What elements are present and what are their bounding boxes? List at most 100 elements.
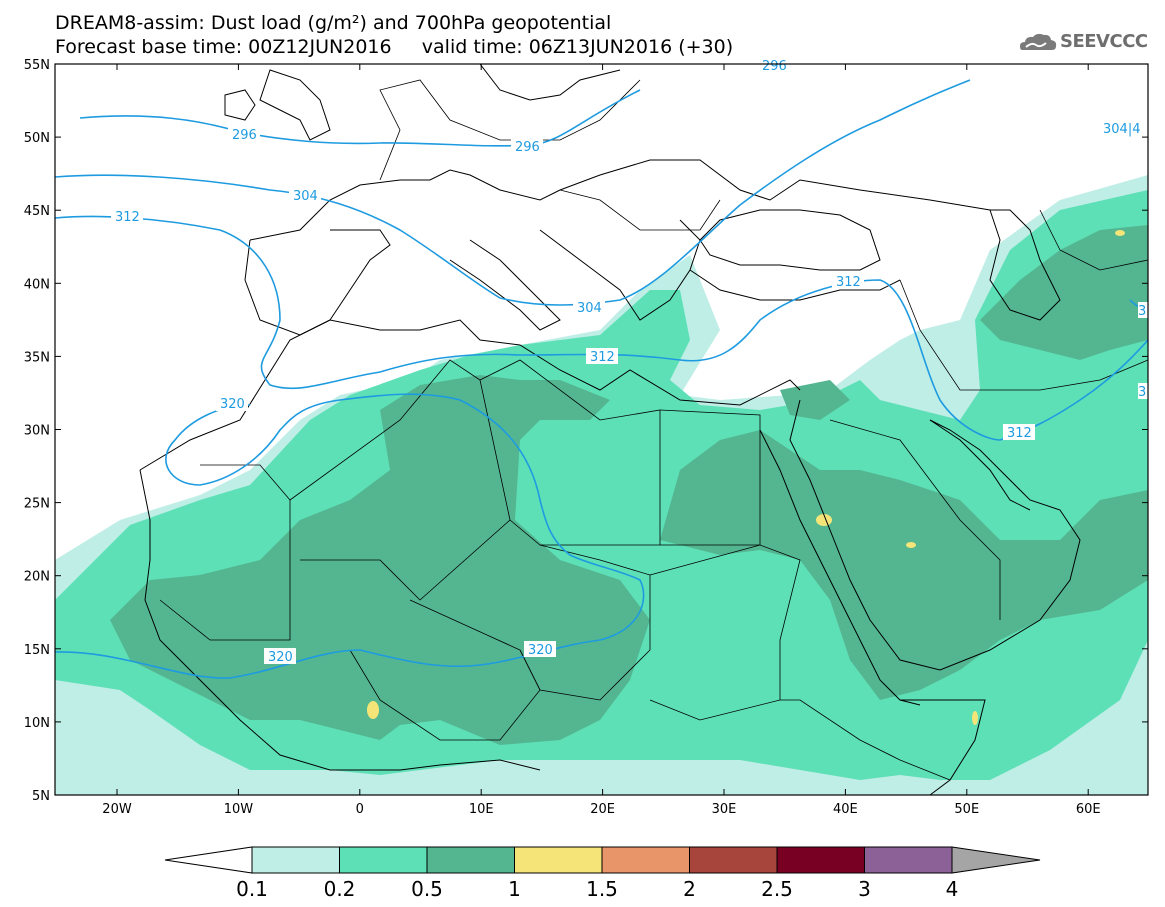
- legend-swatch-0.5: [426, 846, 515, 874]
- contour-label: 312: [115, 210, 140, 225]
- legend-swatch-1: [514, 846, 603, 874]
- dust-level-1-spot: [906, 542, 916, 548]
- legend-label: 2: [683, 877, 696, 901]
- border-line: [1039, 209, 1148, 271]
- border-line: [159, 464, 291, 641]
- border-line: [829, 419, 1001, 620]
- coastlines: [139, 64, 1148, 795]
- latitude-label: 15N: [24, 643, 50, 658]
- contour-312: [55, 215, 1148, 441]
- forecast-base-time: Forecast base time: 00Z12JUN2016: [55, 36, 392, 58]
- legend-swatch-2.5: [776, 846, 865, 874]
- border-line: [379, 79, 641, 181]
- valid-time: valid time: 06Z13JUN2016 (+30): [421, 36, 734, 58]
- latitude-label: 10N: [24, 716, 50, 731]
- border-line: [289, 359, 511, 601]
- dust-level-1-spot: [972, 711, 978, 725]
- legend-swatch-0.1: [251, 846, 340, 874]
- contour-label: 312: [590, 350, 615, 365]
- legend-label: 0.1: [236, 877, 268, 901]
- dust-level-1-spot: [816, 514, 832, 526]
- legend-label: 0.2: [324, 877, 356, 901]
- border-line: [899, 279, 1148, 391]
- geopotential-contours: [55, 79, 1148, 679]
- contour-label: 320: [528, 643, 553, 658]
- legend-swatch-2: [689, 846, 778, 874]
- border-line: [659, 409, 761, 546]
- contour-label: 320: [268, 650, 293, 665]
- legend-label: 3: [858, 877, 871, 901]
- latitude-axis: 55N 50N 45N 40N 35N 30N 25N 20N 15N 10N 5N: [24, 58, 1148, 804]
- contour-label: 3: [1138, 304, 1146, 319]
- legend-arrow-low: [164, 846, 253, 874]
- longitude-label: 20E: [590, 802, 615, 817]
- dust-level-1-spot: [1115, 230, 1125, 236]
- latitude-label: 5N: [32, 789, 50, 804]
- legend-label: 4: [946, 877, 959, 901]
- coastline-anatolia: [689, 269, 901, 301]
- border-line: [780, 699, 951, 781]
- contour-296: [79, 89, 641, 147]
- contour-304: [55, 79, 971, 306]
- latitude-label: 55N: [24, 58, 50, 73]
- latitude-label: 20N: [24, 570, 50, 585]
- map-title-line1: DREAM8-assim: Dust load (g/m²) and 700hP…: [55, 12, 612, 34]
- coastline-red-sea: [759, 429, 921, 706]
- coastline-iberia: [244, 229, 391, 336]
- longitude-axis: 20W 10W 0 10E 20E 30E 40E 50E 60E: [102, 64, 1101, 817]
- longitude-label: 60E: [1076, 802, 1101, 817]
- coastline-italy: [449, 239, 561, 331]
- contour-label: 3: [1138, 385, 1146, 400]
- legend-arrow-high: [951, 846, 1041, 874]
- contour-label: 296: [515, 140, 540, 155]
- dust-level-05-area: [660, 430, 1148, 700]
- longitude-label: 10W: [224, 802, 254, 817]
- coastline-balkans: [539, 219, 701, 321]
- cloud-icon: [1020, 33, 1057, 50]
- logo-text: SEEVCCC: [1060, 31, 1148, 52]
- contour-label: 320: [220, 397, 245, 412]
- legend-label: 1.5: [586, 877, 618, 901]
- longitude-label: 20W: [102, 802, 132, 817]
- longitude-label: 40E: [833, 802, 858, 817]
- coastline-north-africa: [139, 319, 801, 471]
- border-line: [649, 544, 801, 721]
- longitude-label: 0: [356, 802, 364, 817]
- border-line: [349, 599, 541, 741]
- legend-swatch-1.5: [601, 846, 690, 874]
- contour-320: [55, 393, 645, 679]
- coastline-ireland: [224, 89, 256, 121]
- contour-labels: 296 296 296 304 304 304|4 312 312 312 31…: [111, 59, 1148, 665]
- contour-label: 296: [762, 59, 787, 74]
- latitude-label: 50N: [24, 131, 50, 146]
- legend-label: 0.5: [411, 877, 443, 901]
- legend-swatch-0.2: [339, 846, 428, 874]
- coastline-uk: [259, 69, 331, 141]
- coastline-caspian: [989, 209, 1061, 321]
- legend-label: 2.5: [761, 877, 793, 901]
- dust-level-1-spot: [367, 701, 379, 719]
- contour-label: 304|4: [1103, 122, 1140, 137]
- coastline-horn-of-africa: [900, 699, 986, 795]
- map-title-line2: Forecast base time: 00Z12JUN2016 valid t…: [55, 36, 733, 58]
- latitude-label: 40N: [24, 277, 50, 292]
- legend-label: 1: [508, 877, 521, 901]
- latitude-label: 25N: [24, 497, 50, 512]
- latitude-label: 35N: [24, 350, 50, 365]
- legend-swatch-3: [864, 846, 953, 874]
- contour-label: 296: [232, 128, 257, 143]
- border-line: [559, 189, 721, 231]
- coastline-europe: [249, 159, 991, 241]
- coastline-black-sea: [699, 209, 881, 271]
- coastline-west-africa: [139, 469, 541, 771]
- contour-label: 304: [293, 189, 318, 204]
- longitude-label: 50E: [954, 802, 979, 817]
- longitude-label: 30E: [712, 802, 737, 817]
- coastline-arabia: [789, 399, 1081, 671]
- coastline-scandinavia: [479, 64, 621, 101]
- latitude-label: 45N: [24, 204, 50, 219]
- longitude-label: 10E: [469, 802, 494, 817]
- contour-label: 312: [836, 275, 861, 290]
- dust-level-05-area: [980, 225, 1148, 360]
